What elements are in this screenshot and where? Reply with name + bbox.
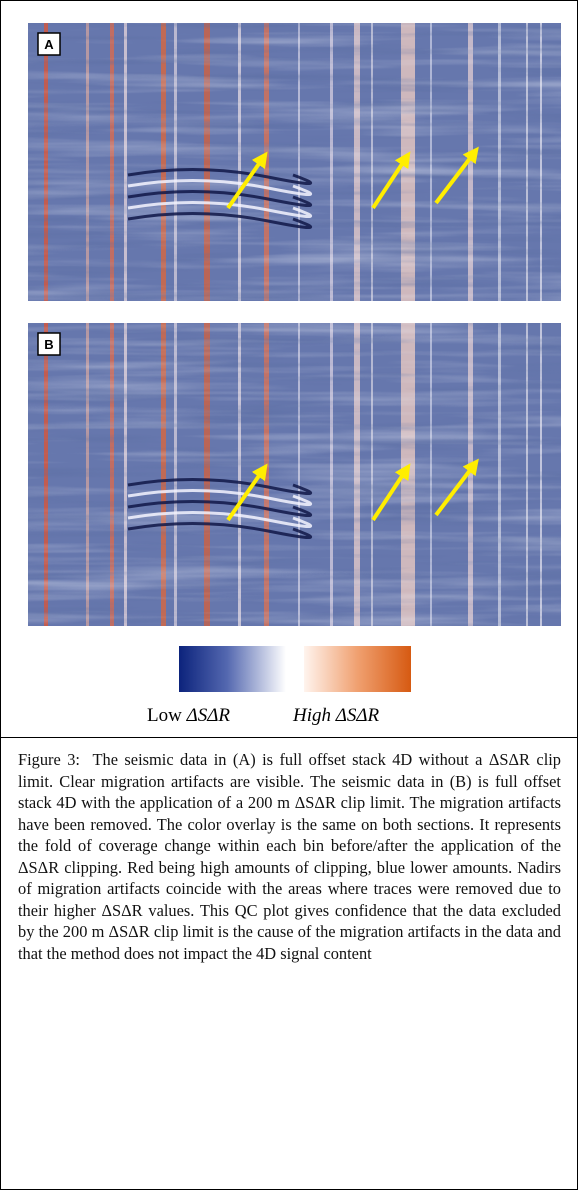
panel-label: B xyxy=(44,337,53,352)
legend-high: High ΔSΔR xyxy=(293,705,379,726)
divider xyxy=(1,737,577,738)
colorbar-low xyxy=(179,646,286,692)
figure-graphics: AB xyxy=(1,1,577,701)
caption: Figure 3: The seismic data in (A) is ful… xyxy=(18,749,561,964)
seismic-panel: B xyxy=(28,323,561,626)
figure: AB Low ΔSΔR High ΔSΔR Figure 3: The seis… xyxy=(0,0,578,1190)
colorbar-high xyxy=(304,646,411,692)
seismic-panel: A xyxy=(28,23,561,301)
panel-label: A xyxy=(44,37,54,52)
reflector-noise xyxy=(28,23,561,301)
legend-low-symbol: ΔSΔR xyxy=(187,705,230,726)
legend-low: Low ΔSΔR xyxy=(147,705,230,727)
legend-low-word: Low xyxy=(147,705,182,726)
reflector-noise xyxy=(28,323,561,626)
